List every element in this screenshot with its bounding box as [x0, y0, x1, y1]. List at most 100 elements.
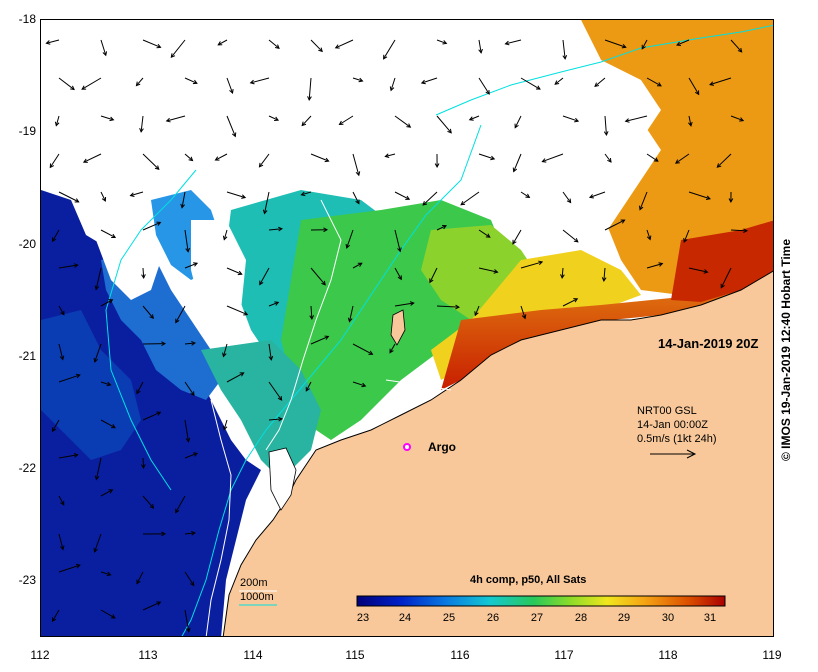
current-vector	[478, 229, 491, 238]
current-vector-head	[406, 123, 412, 128]
current-vector-head	[170, 53, 176, 59]
current-vector	[639, 191, 648, 210]
current-vector-head	[739, 117, 745, 122]
current-vector	[142, 457, 145, 469]
current-vector	[100, 419, 116, 429]
current-vector-head	[93, 547, 98, 553]
current-vector	[389, 343, 396, 353]
current-vector	[142, 411, 161, 421]
current-vector	[136, 571, 144, 584]
current-vector-head	[189, 581, 195, 587]
current-vector	[58, 305, 65, 315]
current-vector	[625, 115, 648, 122]
current-vector	[604, 153, 612, 163]
current-vector-head	[300, 191, 306, 197]
current-vector	[683, 229, 690, 243]
current-vector	[184, 609, 190, 632]
cloud-mask-mid	[191, 220, 246, 330]
current-vector	[335, 39, 354, 49]
current-vector	[385, 153, 396, 157]
current-vector	[688, 191, 711, 200]
current-vector	[339, 115, 354, 125]
current-vector	[641, 39, 648, 50]
colorbar-tick: 26	[486, 612, 500, 624]
current-vector-head	[624, 118, 630, 123]
current-vector-head	[275, 44, 280, 49]
current-vector	[604, 39, 626, 48]
lon-label-112: 112	[30, 648, 50, 662]
current-vector-head	[656, 82, 662, 87]
current-vector	[348, 305, 354, 322]
current-vector	[264, 191, 270, 214]
current-vector-head	[136, 579, 141, 585]
current-vector-head	[384, 153, 390, 158]
current-vector	[730, 229, 748, 232]
current-vector	[184, 381, 195, 396]
current-vector-head	[705, 195, 711, 201]
current-vector-head	[51, 617, 57, 623]
sst-region-orange-north	[581, 20, 773, 295]
sst-map[interactable]	[40, 19, 774, 637]
current-vector	[136, 381, 144, 394]
current-vector	[100, 489, 113, 497]
current-vector-head	[357, 262, 363, 267]
colorbar-tick: 25	[442, 612, 456, 624]
current-vector	[513, 153, 522, 172]
current-vector-head	[102, 51, 108, 57]
current-vector	[226, 115, 236, 137]
cloud-mask-north	[41, 20, 601, 190]
current-vector	[720, 267, 732, 288]
current-vector-head	[141, 464, 146, 470]
current-vector	[226, 372, 244, 383]
current-vector	[709, 77, 732, 86]
current-vector	[83, 153, 102, 163]
current-source: NRT00 GSL	[637, 405, 697, 417]
current-vector-head	[541, 158, 547, 163]
current-vector	[390, 77, 396, 91]
argo-marker	[403, 443, 411, 451]
current-vector-head	[135, 81, 141, 87]
current-vector-head	[94, 285, 100, 291]
current-vector	[352, 77, 363, 82]
current-vector	[184, 229, 189, 252]
lat-label-19: -19	[18, 124, 36, 138]
current-vector	[352, 191, 360, 204]
current-vector-head	[258, 162, 264, 168]
current-vector-head	[243, 311, 249, 316]
current-vector	[352, 343, 373, 355]
current-vector-head	[175, 318, 180, 324]
current-vector-head	[646, 235, 652, 241]
current-vector-head	[743, 228, 749, 234]
current-vector-head	[397, 275, 402, 281]
current-vector-head	[460, 200, 466, 206]
current-vector-head	[573, 298, 579, 303]
current-vector	[505, 39, 522, 45]
current-vector-head	[93, 357, 99, 363]
current-vector-head	[222, 352, 227, 358]
current-vector	[383, 39, 396, 60]
colorbar-tick: 24	[398, 612, 412, 624]
current-vector-head	[525, 193, 531, 198]
current-vector-head	[262, 209, 268, 215]
current-vector	[436, 39, 447, 44]
current-vector	[716, 153, 732, 168]
current-vector	[142, 601, 161, 611]
current-vector	[46, 39, 60, 44]
current-vector-head	[737, 47, 743, 53]
current-vector-head	[554, 80, 560, 85]
current-vector-head	[514, 123, 519, 129]
current-vector	[226, 77, 234, 94]
current-vector	[310, 335, 329, 345]
current-vector-head	[594, 82, 600, 88]
current-vector	[469, 115, 480, 121]
current-vector	[310, 305, 313, 320]
current-vector-head	[156, 601, 162, 606]
current-vector	[554, 77, 564, 85]
current-vector-head	[658, 262, 664, 267]
current-vector-head	[70, 85, 75, 91]
current-vector	[394, 267, 402, 280]
current-vector-head	[334, 44, 340, 49]
current-vector	[142, 495, 154, 509]
current-vector-head	[75, 373, 81, 379]
current-vector-head	[268, 355, 274, 361]
